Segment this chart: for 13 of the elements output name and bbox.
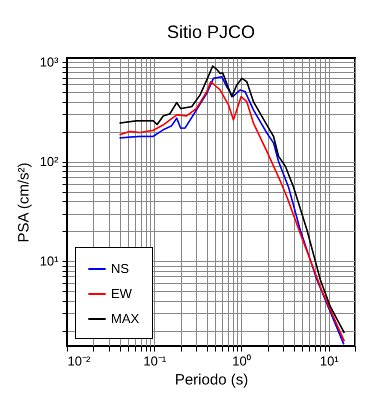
x-tick-label: 10⁰ [232, 354, 252, 368]
legend-label: EW [111, 286, 133, 301]
x-tick-label: 10⁻¹ [143, 354, 167, 368]
y-axis-title: PSA (cm/s²) [16, 162, 33, 243]
chart-title: Sitio PJCO [166, 22, 256, 42]
y-tick-label: 10² [40, 154, 60, 170]
legend-label: NS [111, 261, 130, 276]
y-tick-label: 10³ [40, 54, 60, 70]
x-tick-label: 10⁻² [68, 354, 91, 368]
legend-label: MAX [111, 311, 140, 326]
y-tick-label: 10¹ [40, 254, 60, 269]
x-axis-title: Periodo (s) [174, 372, 248, 388]
x-tick-label: 10¹ [320, 354, 340, 368]
